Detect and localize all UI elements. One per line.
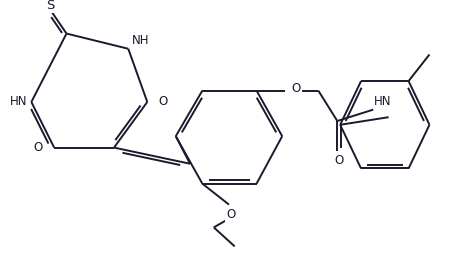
Text: O: O [158,96,168,108]
Text: HN: HN [10,96,28,108]
Text: O: O [291,82,300,95]
Text: S: S [46,0,55,12]
Text: HN: HN [374,96,391,108]
Text: O: O [226,208,235,220]
Text: NH: NH [132,34,149,47]
Text: O: O [334,154,343,167]
Text: O: O [34,141,43,154]
